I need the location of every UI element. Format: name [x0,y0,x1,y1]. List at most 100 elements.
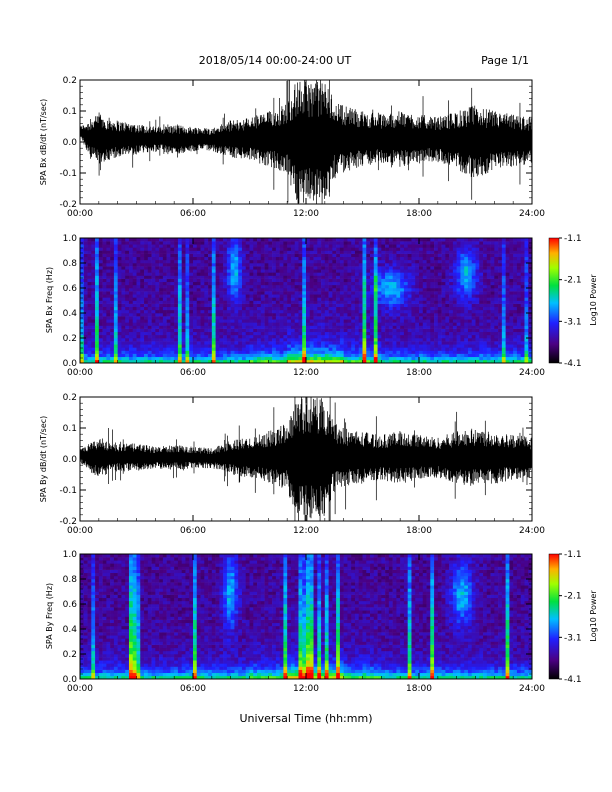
heat-cell [140,356,145,361]
heat-cell [170,313,175,317]
heat-cell [343,272,348,276]
heat-cell [373,278,378,283]
heat-cell [411,263,416,267]
heat-cell [354,281,360,286]
heat-cell [159,306,164,311]
heat-cell [426,291,431,295]
heat-cell [294,350,299,354]
heat-cell [347,316,352,320]
heat-cell [279,247,284,251]
heat-cell [381,244,386,248]
heat-cell [400,266,405,270]
heat-cell [219,313,224,317]
heat-cell [279,266,284,270]
heat-cell [219,303,224,308]
heat-cell [411,278,416,283]
heat-cell [196,344,201,348]
heat-cell [151,322,156,326]
heat-cell [317,350,322,354]
heat-cell [193,341,198,345]
heat-cell [321,266,326,270]
heat-cell [174,309,179,314]
heat-cell [159,300,164,304]
heat-cell [388,288,393,292]
heat-cell [302,306,307,311]
heat-cell [226,263,231,267]
heat-cell [113,356,118,361]
heat-cell [298,309,303,314]
heat-cell [132,266,137,270]
heat-cell [339,313,344,317]
heat-cell [407,297,412,301]
heat-cell [317,250,322,254]
heat-cell [400,259,405,264]
heat-cell [498,347,503,351]
heat-cell [449,356,454,361]
heat-cell [396,272,401,276]
heat-cell [162,294,167,298]
heat-cell [95,309,100,314]
heat-cell [392,313,397,317]
heat-cell [264,294,269,298]
heat-cell [91,297,96,301]
heat-cell [106,297,111,301]
heat-cell [475,350,480,354]
heat-cell [486,241,491,245]
heat-cell [287,266,292,270]
heat-cell [181,347,186,351]
heat-cell [445,238,450,242]
heat-cell [426,269,431,273]
heat-cell [211,322,216,326]
heat-cell [396,300,401,304]
heat-cell [426,325,431,329]
heat-cell [370,353,375,358]
heat-cell [328,275,333,279]
heat-cell [283,269,288,273]
heat-cell [264,316,269,320]
heat-cell [128,306,134,311]
heat-cell [155,259,160,264]
heat-cell [249,356,254,361]
heat-cell [509,316,514,320]
heat-cell [275,281,280,286]
heat-cell [430,328,435,333]
heat-cell [309,353,314,358]
heat-cell [449,353,454,358]
heat-cell [396,244,401,248]
heat-cell [385,275,390,279]
heat-cell [268,319,273,323]
heat-cell [166,284,171,289]
heat-cell [132,359,137,364]
heat-cell [264,306,269,311]
heat-cell [204,259,209,264]
heat-cell [452,284,457,289]
heat-cell [505,313,510,317]
heat-cell [324,250,329,254]
heat-cell [407,325,412,329]
heat-cell [494,241,499,245]
heat-cell [208,297,213,301]
heat-cell [358,275,363,279]
heat-cell [422,250,427,254]
heat-cell [347,253,352,258]
heat-cell [272,266,277,270]
heat-cell [309,316,314,320]
heat-cell [83,331,88,336]
heat-cell [245,344,250,348]
heat-cell [162,347,167,351]
heat-cell [475,322,480,326]
heat-cell [317,278,322,283]
heat-cell [347,259,352,264]
heat-cell [456,288,461,292]
heat-cell [471,259,476,264]
heat-cell [302,238,307,242]
heat-cell [208,338,213,342]
heat-cell [381,316,386,320]
heat-cell [174,328,179,333]
heat-cell [460,334,465,339]
heat-cell [422,300,427,304]
heat-cell [193,272,198,276]
heat-cell [83,266,88,270]
heat-cell [498,322,503,326]
heat-cell [95,325,100,329]
